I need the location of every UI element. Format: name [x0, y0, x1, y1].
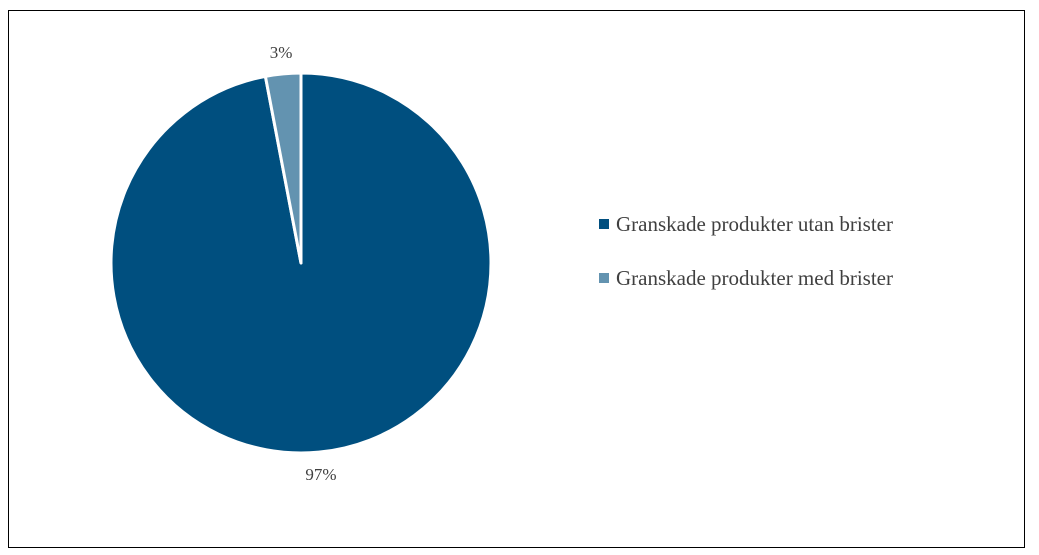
pie-chart: 97% 3% [109, 43, 493, 484]
chart-frame: 97% 3% Granskade produkter utan brister G… [8, 10, 1025, 548]
pie-slice-med-brister [263, 71, 303, 265]
data-label-utan-brister: 97% [305, 465, 336, 484]
legend-label-utan-brister: Granskade produkter utan brister [616, 211, 893, 236]
legend-label-med-brister: Granskade produkter med brister [616, 265, 893, 290]
legend-swatch-utan-brister [599, 219, 609, 229]
legend-swatch-med-brister [599, 273, 609, 283]
legend-item-med-brister: Granskade produkter med brister [599, 265, 893, 291]
data-label-med-brister: 3% [270, 43, 293, 62]
legend-item-utan-brister: Granskade produkter utan brister [599, 211, 893, 237]
legend: Granskade produkter utan brister Granska… [599, 211, 893, 319]
